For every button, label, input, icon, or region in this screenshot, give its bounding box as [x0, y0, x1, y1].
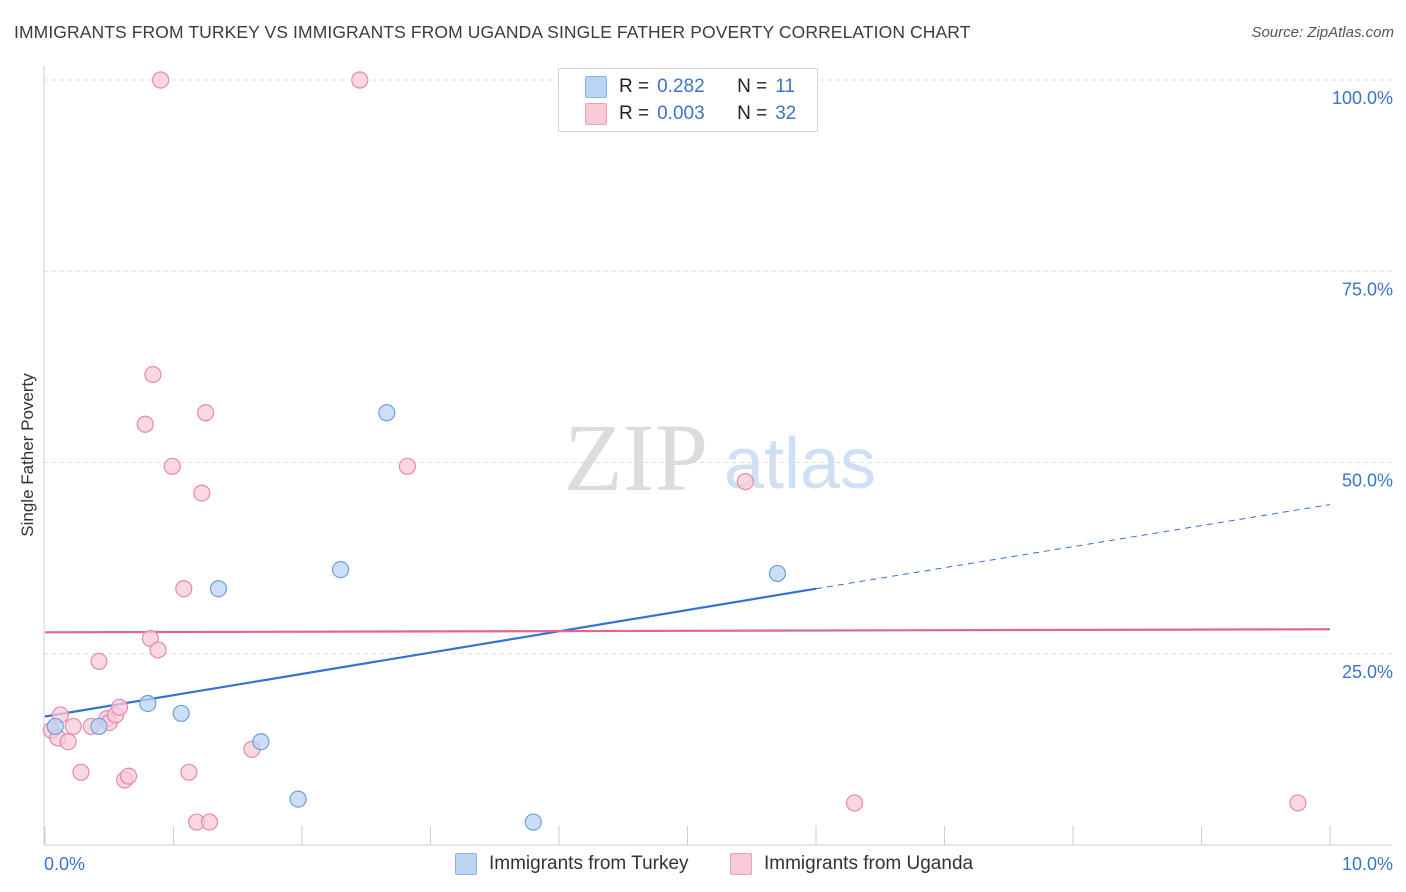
trend-lines — [44, 504, 1331, 718]
data-point-turkey — [768, 564, 787, 583]
y-tick-label: 75.0% — [1342, 279, 1393, 299]
trend-line-turkey-extension — [815, 504, 1331, 590]
data-point-turkey — [46, 717, 64, 736]
legend-swatch-uganda — [585, 103, 607, 125]
data-point-uganda — [90, 652, 108, 671]
trend-line-turkey — [44, 587, 817, 718]
data-point-uganda — [59, 733, 77, 751]
data-point-uganda — [398, 457, 416, 475]
data-point-turkey — [139, 694, 157, 713]
data-point-turkey — [378, 404, 396, 422]
data-point-uganda — [110, 698, 129, 716]
legend-n-value: 11 — [775, 76, 795, 97]
data-point-uganda — [163, 457, 181, 475]
data-point-uganda — [64, 717, 82, 736]
legend-n-value: 32 — [775, 103, 797, 124]
data-point-uganda — [149, 641, 167, 659]
watermark-atlas: atlas — [724, 424, 876, 504]
data-point-uganda — [175, 580, 193, 598]
bottom-legend-label-uganda: Immigrants from Uganda — [764, 853, 974, 874]
data-point-uganda — [136, 415, 154, 433]
legend-r-label: R = — [619, 103, 650, 124]
x-tick-label: 0.0% — [44, 854, 85, 874]
data-point-turkey — [252, 733, 270, 751]
legend-n-label: N = — [737, 76, 768, 97]
bottom-legend-turkey: Immigrants from Turkey — [455, 851, 689, 877]
data-point-turkey — [90, 717, 108, 736]
legend-r-value: 0.282 — [657, 76, 705, 97]
data-point-turkey — [289, 790, 307, 808]
data-point-uganda — [180, 763, 198, 781]
data-point-uganda — [152, 71, 170, 89]
data-point-uganda — [72, 763, 90, 781]
source-label: Source: ZipAtlas.com — [1251, 24, 1394, 41]
legend-row-turkey: R = 0.282 N = 11 — [585, 75, 795, 99]
data-point-uganda — [197, 404, 215, 422]
data-point-uganda — [144, 365, 162, 384]
correlation-legend: R = 0.282 N = 11 R = 0.003 N = 32 — [558, 68, 818, 132]
data-point-uganda — [351, 71, 369, 89]
data-point-turkey — [172, 704, 190, 723]
chart-title: IMMIGRANTS FROM TURKEY VS IMMIGRANTS FRO… — [14, 22, 971, 42]
data-point-turkey — [209, 580, 228, 598]
bottom-legend-uganda: Immigrants from Uganda — [730, 851, 973, 877]
y-tick-label: 100.0% — [1332, 88, 1393, 108]
legend-n-label: N = — [737, 103, 768, 124]
data-point-uganda — [193, 484, 211, 502]
x-tick-label: 10.0% — [1342, 854, 1393, 874]
bottom-legend-label-turkey: Immigrants from Turkey — [489, 853, 689, 874]
axes — [43, 66, 1392, 846]
legend-r-value: 0.003 — [657, 103, 705, 124]
data-point-uganda — [119, 767, 138, 785]
y-tick-label: 25.0% — [1342, 662, 1393, 682]
legend-r-label: R = — [619, 76, 650, 97]
legend-row-uganda: R = 0.003 N = 32 — [585, 102, 796, 126]
y-tick-label: 50.0% — [1342, 471, 1393, 491]
data-point-uganda — [1289, 794, 1307, 812]
trend-line-uganda — [44, 628, 1331, 634]
bottom-legend-swatch-uganda — [730, 853, 752, 875]
legend-swatch-turkey — [585, 76, 607, 98]
data-point-uganda — [736, 473, 754, 491]
data-point-uganda — [200, 813, 219, 831]
data-point-turkey — [524, 813, 542, 831]
gridlines — [44, 79, 1392, 655]
bottom-legend-swatch-turkey — [455, 853, 477, 875]
tick-labels: 25.0% 50.0% 75.0% 100.0% 0.0% 10.0% — [44, 88, 1393, 874]
data-point-turkey — [331, 560, 350, 579]
data-points — [42, 71, 1307, 831]
watermark-zip: ZIP — [564, 404, 708, 511]
data-point-uganda — [845, 794, 864, 812]
